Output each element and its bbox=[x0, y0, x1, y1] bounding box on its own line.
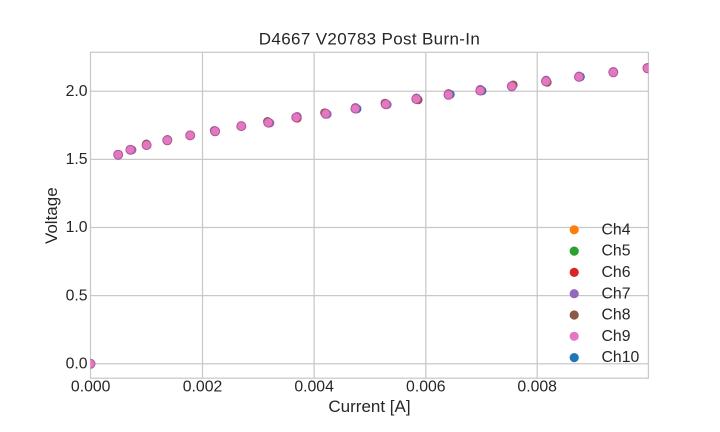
svg-text:0.000: 0.000 bbox=[71, 379, 111, 396]
svg-text:2.0: 2.0 bbox=[66, 83, 88, 100]
svg-text:0.5: 0.5 bbox=[66, 287, 88, 304]
svg-text:Ch9: Ch9 bbox=[602, 328, 631, 345]
svg-text:0.002: 0.002 bbox=[183, 379, 223, 396]
svg-text:1.5: 1.5 bbox=[66, 151, 88, 168]
svg-text:Ch7: Ch7 bbox=[602, 285, 631, 302]
svg-text:Ch10: Ch10 bbox=[602, 349, 640, 366]
svg-text:Voltage: Voltage bbox=[42, 187, 61, 244]
svg-text:Current [A]: Current [A] bbox=[328, 397, 410, 416]
svg-text:1.0: 1.0 bbox=[66, 219, 88, 236]
svg-text:Ch6: Ch6 bbox=[602, 264, 631, 281]
svg-text:0.006: 0.006 bbox=[406, 379, 446, 396]
svg-text:Ch5: Ch5 bbox=[602, 243, 631, 260]
svg-text:Ch8: Ch8 bbox=[602, 307, 631, 324]
svg-text:Ch4: Ch4 bbox=[602, 221, 631, 238]
svg-text:0.008: 0.008 bbox=[517, 379, 557, 396]
svg-text:0.0: 0.0 bbox=[66, 355, 88, 372]
svg-text:D4667 V20783 Post Burn-In: D4667 V20783 Post Burn-In bbox=[259, 30, 480, 49]
svg-text:0.004: 0.004 bbox=[294, 379, 334, 396]
